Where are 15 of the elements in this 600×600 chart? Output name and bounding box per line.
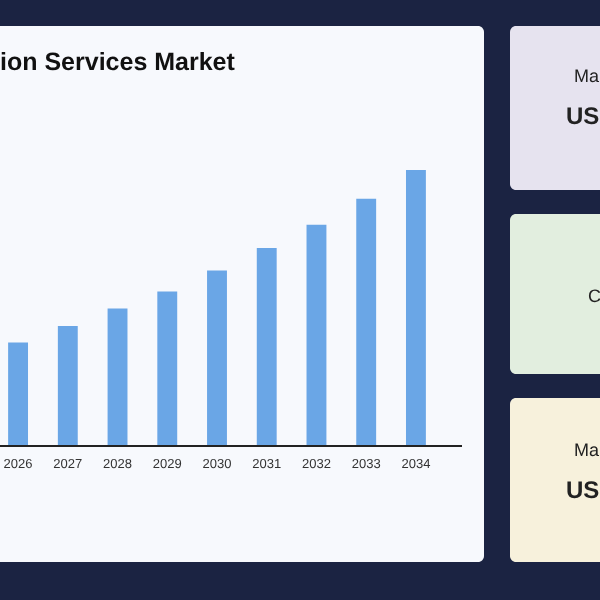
bar	[356, 198, 377, 446]
bar	[207, 270, 227, 446]
text: C	[588, 286, 600, 306]
bar	[157, 291, 178, 446]
text: US	[566, 102, 600, 130]
bar	[107, 308, 128, 446]
text: US	[566, 476, 600, 504]
text: Ma	[574, 66, 600, 86]
bar	[306, 224, 327, 446]
chart-title: ion Services Market	[0, 48, 237, 76]
bar	[8, 342, 29, 446]
bar	[405, 170, 426, 446]
bar	[256, 248, 277, 446]
bar	[57, 325, 78, 446]
text: Ma	[574, 440, 600, 460]
